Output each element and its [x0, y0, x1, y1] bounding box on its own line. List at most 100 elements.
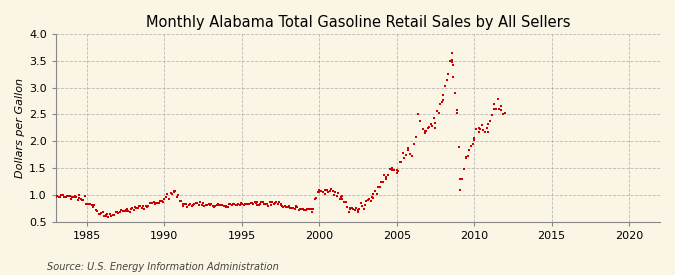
- Point: [407, 154, 418, 158]
- Point: [120, 209, 131, 213]
- Point: [245, 200, 256, 205]
- Point: [419, 131, 430, 136]
- Point: [429, 116, 439, 121]
- Point: [318, 189, 329, 194]
- Point: [225, 202, 236, 207]
- Point: [415, 119, 426, 123]
- Point: [154, 200, 165, 205]
- Point: [99, 214, 109, 218]
- Point: [176, 199, 187, 204]
- Point: [473, 130, 484, 134]
- Point: [348, 207, 358, 211]
- Point: [190, 200, 201, 205]
- Point: [342, 205, 352, 210]
- Point: [350, 207, 360, 212]
- Point: [74, 193, 84, 197]
- Point: [281, 205, 292, 209]
- Point: [67, 195, 78, 199]
- Point: [483, 130, 493, 134]
- Point: [404, 152, 415, 156]
- Point: [64, 194, 75, 198]
- Point: [365, 199, 376, 203]
- Point: [455, 188, 466, 192]
- Point: [252, 203, 263, 207]
- Point: [78, 197, 88, 202]
- Point: [361, 199, 372, 203]
- Point: [362, 198, 373, 203]
- Point: [113, 211, 124, 216]
- Point: [134, 204, 144, 209]
- Point: [213, 202, 223, 207]
- Point: [346, 205, 357, 210]
- Point: [491, 106, 502, 111]
- Point: [387, 165, 398, 170]
- Point: [448, 75, 458, 79]
- Point: [496, 104, 507, 108]
- Point: [238, 203, 249, 207]
- Point: [433, 111, 444, 115]
- Point: [142, 205, 153, 209]
- Point: [189, 202, 200, 207]
- Point: [109, 213, 119, 217]
- Point: [268, 202, 279, 207]
- Point: [500, 111, 510, 115]
- Point: [352, 208, 363, 212]
- Point: [286, 206, 297, 210]
- Point: [242, 202, 253, 206]
- Point: [479, 129, 490, 134]
- Point: [106, 214, 117, 218]
- Point: [209, 205, 219, 209]
- Point: [294, 207, 304, 212]
- Point: [165, 191, 176, 196]
- Point: [439, 84, 450, 88]
- Point: [424, 125, 435, 129]
- Point: [407, 154, 418, 158]
- Point: [483, 122, 493, 127]
- Point: [300, 208, 311, 212]
- Point: [97, 210, 108, 214]
- Point: [227, 202, 238, 207]
- Point: [446, 57, 457, 62]
- Point: [221, 205, 232, 209]
- Point: [352, 210, 363, 214]
- Point: [188, 203, 198, 207]
- Point: [221, 204, 232, 208]
- Point: [273, 201, 284, 206]
- Point: [192, 201, 202, 205]
- Point: [195, 200, 206, 204]
- Point: [200, 203, 211, 208]
- Point: [443, 72, 454, 76]
- Point: [485, 119, 495, 123]
- Point: [257, 200, 268, 204]
- Point: [185, 202, 196, 207]
- Point: [232, 203, 242, 207]
- Point: [110, 210, 121, 215]
- Point: [368, 192, 379, 196]
- Point: [51, 194, 61, 199]
- Point: [376, 180, 387, 184]
- Point: [56, 192, 67, 197]
- Point: [377, 180, 388, 184]
- Point: [360, 203, 371, 207]
- Point: [254, 201, 265, 206]
- Point: [150, 201, 161, 206]
- Point: [436, 100, 447, 104]
- Point: [123, 209, 134, 214]
- Point: [385, 167, 396, 171]
- Point: [475, 127, 486, 131]
- Point: [246, 200, 257, 205]
- Point: [260, 202, 271, 206]
- Point: [399, 156, 410, 160]
- Point: [320, 188, 331, 192]
- Point: [345, 206, 356, 210]
- Point: [161, 195, 171, 199]
- Point: [117, 209, 128, 214]
- Point: [494, 107, 505, 111]
- Point: [461, 155, 472, 160]
- Point: [171, 195, 182, 199]
- Point: [462, 154, 473, 158]
- Point: [398, 151, 408, 155]
- Point: [282, 205, 293, 210]
- Point: [447, 59, 458, 64]
- Point: [59, 195, 70, 199]
